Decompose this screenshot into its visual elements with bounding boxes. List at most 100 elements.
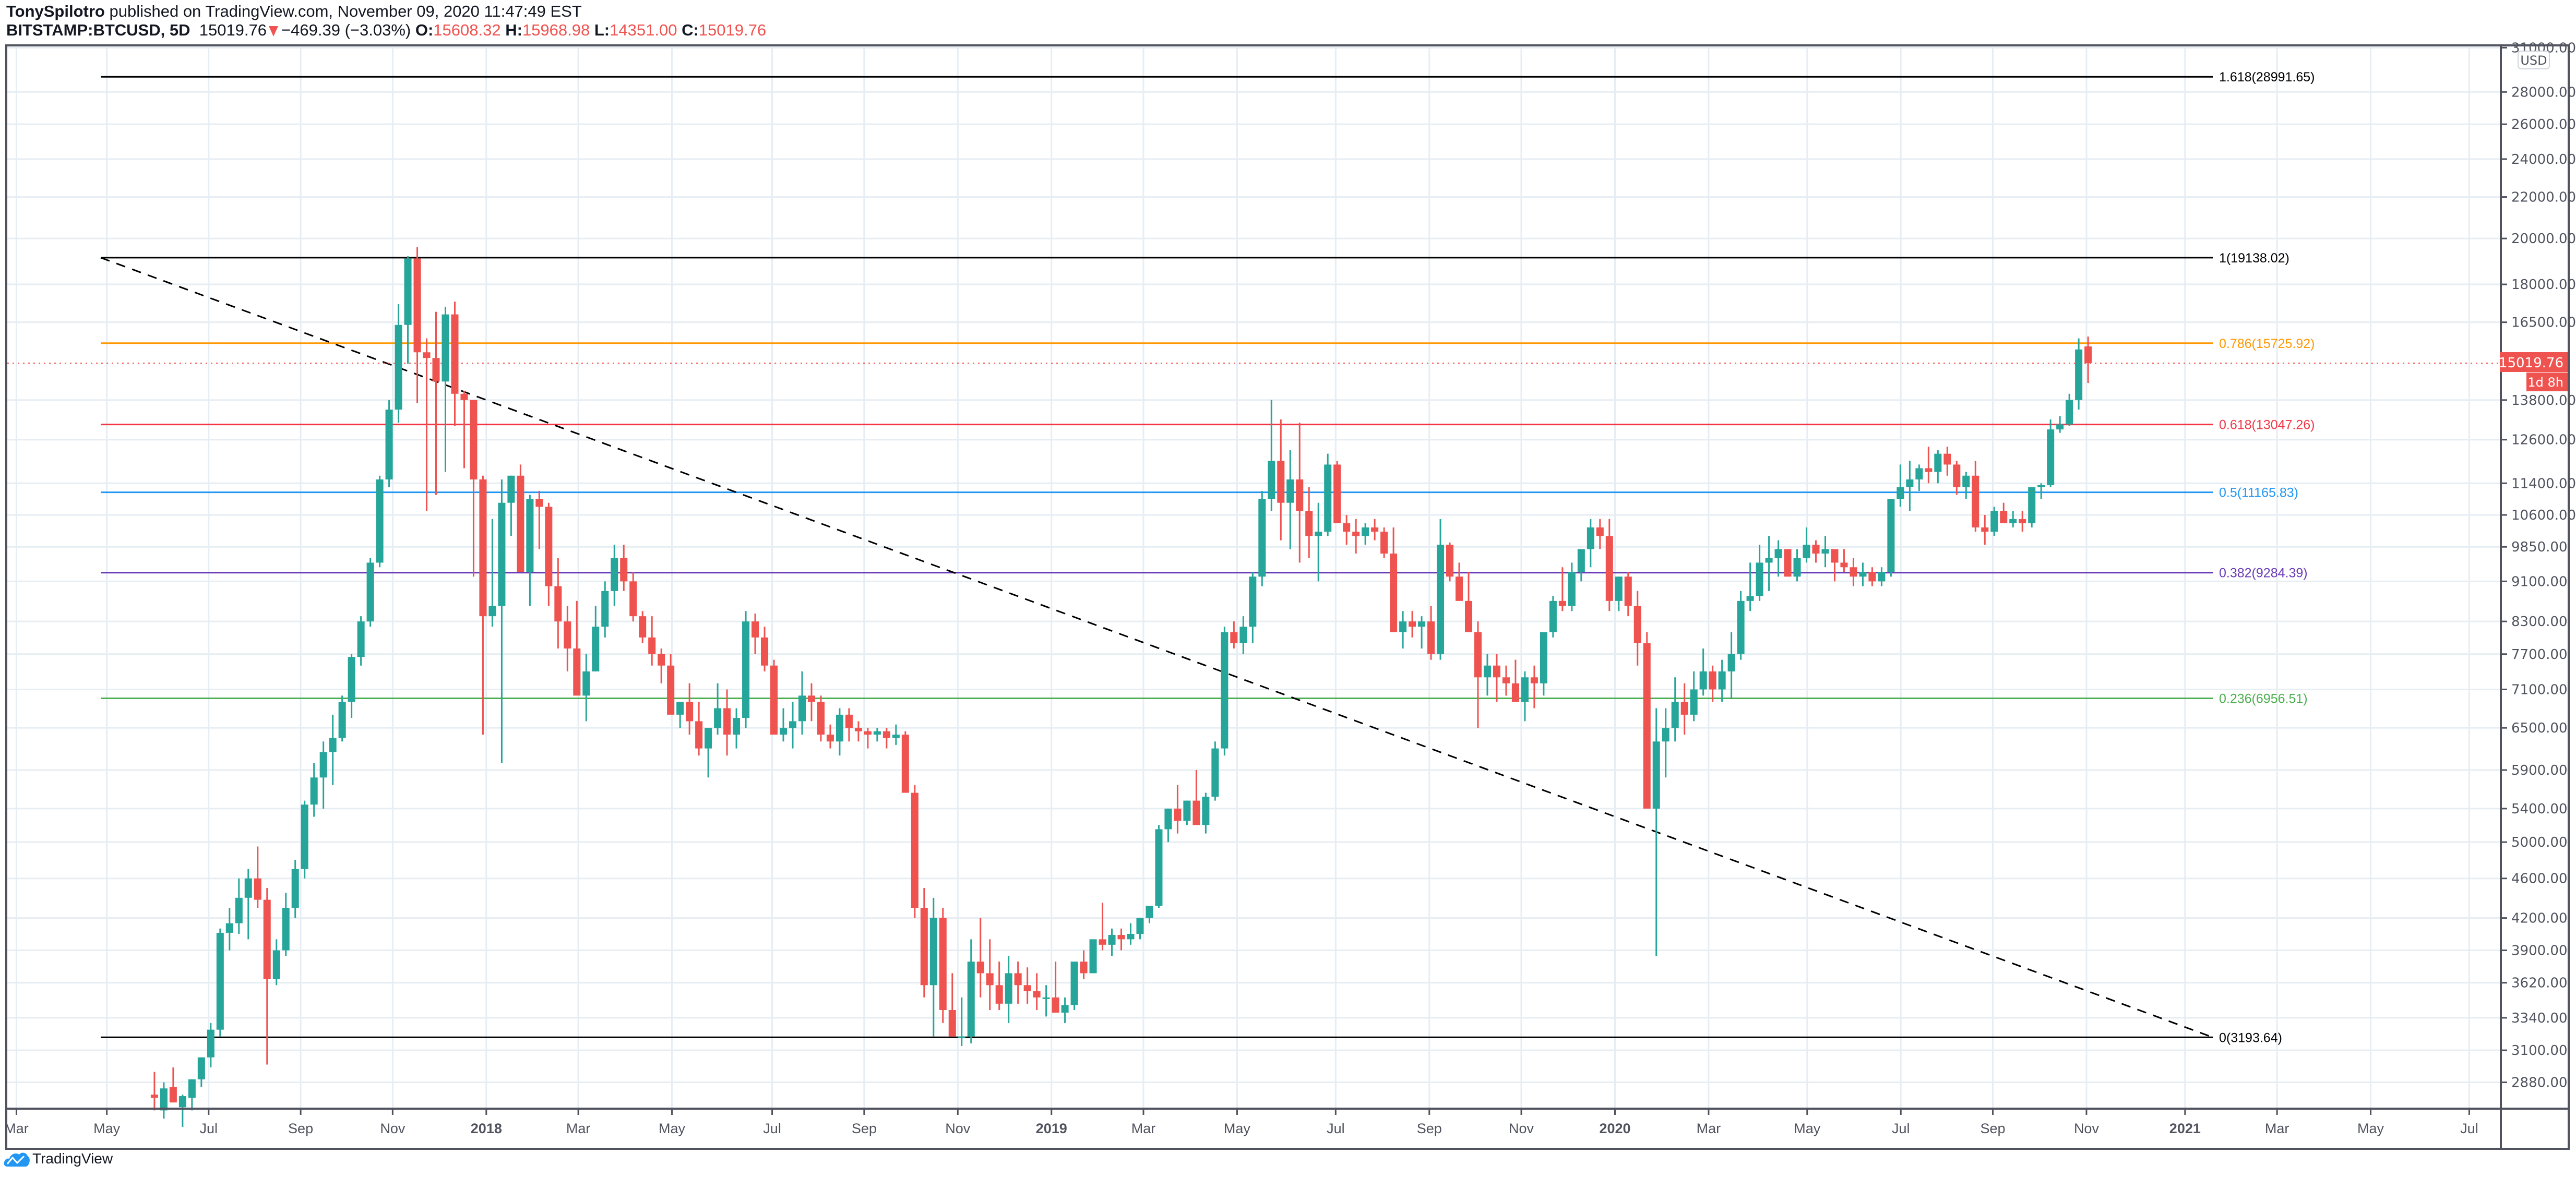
candle[interactable] <box>263 899 271 979</box>
candle[interactable] <box>329 738 337 752</box>
candle[interactable] <box>752 621 759 638</box>
candle[interactable] <box>1127 933 1135 940</box>
candle[interactable] <box>1464 600 1473 632</box>
candle[interactable] <box>1718 671 1726 690</box>
tradingview-logo[interactable]: TradingView <box>3 1150 113 1168</box>
candle[interactable] <box>1305 511 1313 536</box>
candle[interactable] <box>216 932 224 1030</box>
candle[interactable] <box>1437 545 1445 654</box>
candle[interactable] <box>798 695 806 722</box>
candle[interactable] <box>1943 453 1951 465</box>
candle[interactable] <box>1803 545 1810 558</box>
candle[interactable] <box>1990 511 1998 532</box>
candle[interactable] <box>582 671 590 696</box>
candle[interactable] <box>1953 464 1961 487</box>
candle[interactable] <box>573 648 581 696</box>
candle[interactable] <box>2028 487 2036 523</box>
candle[interactable] <box>845 714 853 728</box>
candle[interactable] <box>836 714 843 742</box>
candle[interactable] <box>160 1088 168 1111</box>
candle[interactable] <box>488 606 496 617</box>
candle[interactable] <box>1540 632 1547 683</box>
candle[interactable] <box>1652 741 1660 809</box>
candle[interactable] <box>1258 499 1266 577</box>
candle[interactable] <box>366 562 374 622</box>
candle[interactable] <box>1089 939 1097 974</box>
candle[interactable] <box>507 475 515 503</box>
candle[interactable] <box>648 637 656 654</box>
candle[interactable] <box>1183 800 1191 821</box>
candle[interactable] <box>620 558 628 582</box>
candle[interactable] <box>554 586 562 622</box>
candle[interactable] <box>1296 479 1304 511</box>
candle[interactable] <box>1662 728 1669 742</box>
candle[interactable] <box>442 314 449 382</box>
candle[interactable] <box>958 1036 965 1038</box>
candle[interactable] <box>338 702 346 738</box>
candle[interactable] <box>1333 464 1341 523</box>
candle[interactable] <box>705 728 712 749</box>
candle[interactable] <box>301 804 308 869</box>
candle[interactable] <box>1418 621 1426 627</box>
candle[interactable] <box>1371 527 1379 532</box>
candle[interactable] <box>2009 519 2017 523</box>
candle[interactable] <box>1070 962 1078 1005</box>
candle[interactable] <box>1671 702 1679 728</box>
candle[interactable] <box>1511 683 1519 702</box>
candle[interactable] <box>1315 532 1322 536</box>
candle[interactable] <box>254 878 261 900</box>
candle[interactable] <box>1474 632 1482 678</box>
candle[interactable] <box>601 591 609 627</box>
candle[interactable] <box>658 654 665 666</box>
candle[interactable] <box>1521 677 1529 702</box>
candle[interactable] <box>1709 671 1716 690</box>
candle[interactable] <box>1831 549 1839 563</box>
candle[interactable] <box>1774 549 1782 558</box>
candle[interactable] <box>1409 621 1416 627</box>
candle[interactable] <box>1061 1005 1069 1013</box>
candle[interactable] <box>2075 349 2083 400</box>
candle[interactable] <box>1850 567 1857 577</box>
candle[interactable] <box>817 702 825 735</box>
candle[interactable] <box>1211 748 1219 797</box>
candle[interactable] <box>1549 600 1557 632</box>
candle[interactable] <box>976 962 984 974</box>
author-name[interactable]: TonySpilotro <box>6 2 105 20</box>
candle[interactable] <box>939 918 947 1010</box>
candle[interactable] <box>1277 461 1285 503</box>
candle[interactable] <box>611 558 618 591</box>
candle[interactable] <box>911 792 919 908</box>
candle[interactable] <box>395 325 402 410</box>
candle[interactable] <box>1887 499 1895 572</box>
candle[interactable] <box>1221 632 1229 749</box>
candle[interactable] <box>169 1087 177 1103</box>
candle[interactable] <box>1633 606 1641 643</box>
candle[interactable] <box>1605 536 1613 601</box>
candle[interactable] <box>479 479 487 617</box>
candle[interactable] <box>1746 596 1754 601</box>
candle[interactable] <box>723 708 731 735</box>
candle[interactable] <box>423 352 431 358</box>
candle[interactable] <box>1699 671 1707 690</box>
candle[interactable] <box>1427 621 1435 654</box>
candle[interactable] <box>676 702 684 715</box>
candle[interactable] <box>1793 558 1801 577</box>
usd-currency-badge[interactable]: USD <box>2518 51 2550 69</box>
candle[interactable] <box>1878 572 1886 582</box>
candle[interactable] <box>770 665 778 735</box>
candle[interactable] <box>1765 558 1773 563</box>
candle[interactable] <box>1286 479 1294 503</box>
candle[interactable] <box>178 1096 186 1108</box>
candle[interactable] <box>498 502 506 606</box>
candle[interactable] <box>592 627 600 671</box>
candle[interactable] <box>1756 562 1763 596</box>
candle[interactable] <box>1164 808 1172 830</box>
candle[interactable] <box>564 621 571 648</box>
candle[interactable] <box>1352 532 1360 536</box>
candle[interactable] <box>404 258 412 325</box>
candle[interactable] <box>892 735 900 738</box>
candle[interactable] <box>1108 935 1116 945</box>
candle[interactable] <box>225 923 233 933</box>
candle[interactable] <box>1840 562 1848 568</box>
candle[interactable] <box>1493 665 1500 678</box>
